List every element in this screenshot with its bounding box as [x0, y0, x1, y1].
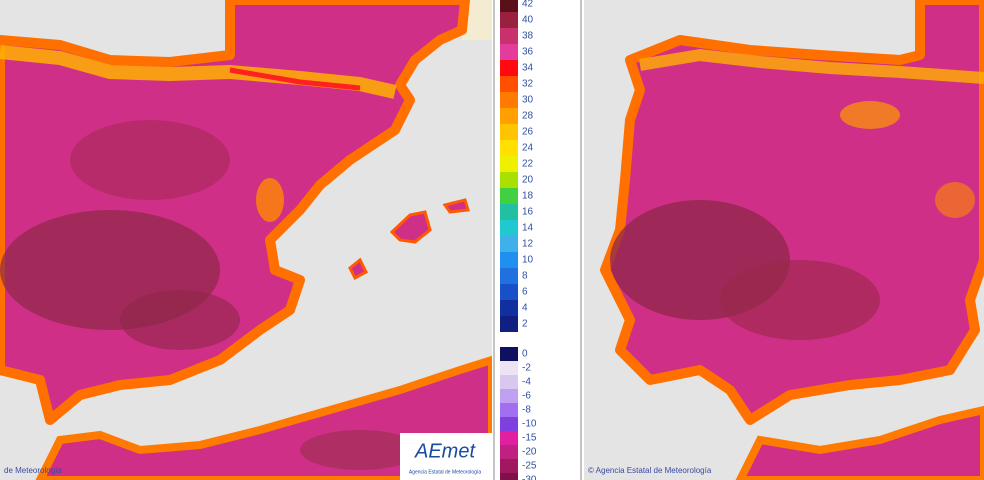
legend-label: -25: [522, 461, 537, 472]
left-map: AEmet Agencia Estatal de Meteorología de…: [0, 0, 492, 480]
legend-swatch: [500, 284, 518, 300]
legend-swatch: [500, 156, 518, 172]
legend-label: 40: [522, 15, 534, 26]
legend-swatch: [500, 361, 518, 375]
legend-swatch: [500, 60, 518, 76]
legend-swatch: [500, 92, 518, 108]
legend-swatch: [500, 12, 518, 28]
legend-swatch: [500, 459, 518, 473]
legend-label: 12: [522, 239, 534, 250]
credit: © Agencia Estatal de Meteorología: [588, 466, 712, 475]
legend-swatch: [500, 108, 518, 124]
legend-label: -15: [522, 433, 537, 444]
legend-label: 34: [522, 63, 534, 74]
legend-label: 4: [522, 303, 528, 314]
legend-swatch: [500, 347, 518, 361]
legend-label: -10: [522, 419, 537, 430]
legend-swatch: [500, 473, 518, 480]
credit: de Meteorología: [4, 466, 62, 475]
legend-label: -2: [522, 363, 531, 374]
legend-label: 32: [522, 79, 534, 90]
legend-label: 28: [522, 111, 534, 122]
right-map: © Agencia Estatal de Meteorología: [584, 0, 984, 480]
legend-label: 36: [522, 47, 534, 58]
legend-swatch: [500, 0, 518, 12]
legend-swatch: [500, 28, 518, 44]
legend-label: 42: [522, 0, 534, 10]
legend-label: 16: [522, 207, 534, 218]
legend-label: 2: [522, 319, 528, 330]
legend-label: 38: [522, 31, 534, 42]
legend-swatch: [500, 220, 518, 236]
legend-swatch: [500, 172, 518, 188]
legend-swatch: [500, 76, 518, 92]
legend-swatch: [500, 188, 518, 204]
legend-label: 22: [522, 159, 534, 170]
legend-label: -6: [522, 391, 531, 402]
legend-swatch: [500, 204, 518, 220]
legend-label: 24: [522, 143, 534, 154]
legend-label: 6: [522, 287, 528, 298]
legend-label: 8: [522, 271, 528, 282]
legend: 424038363432302826242220181614121086420-…: [500, 0, 537, 480]
legend-swatch: [500, 124, 518, 140]
legend-swatch: [500, 268, 518, 284]
legend-swatch: [500, 140, 518, 156]
legend-label: -4: [522, 377, 531, 388]
legend-swatch: [500, 252, 518, 268]
legend-swatch: [500, 417, 518, 431]
legend-label: -8: [522, 405, 531, 416]
legend-label: 18: [522, 191, 534, 202]
legend-label: 30: [522, 95, 534, 106]
legend-label: -30: [522, 475, 537, 480]
legend-label: 20: [522, 175, 534, 186]
legend-label: 14: [522, 223, 534, 234]
legend-swatch: [500, 316, 518, 332]
legend-label: 0: [522, 349, 528, 360]
legend-swatch: [500, 44, 518, 60]
legend-swatch: [500, 431, 518, 445]
logo: AEmet: [414, 440, 476, 462]
legend-swatch: [500, 236, 518, 252]
legend-swatch: [500, 403, 518, 417]
legend-swatch: [500, 445, 518, 459]
legend-swatch: [500, 389, 518, 403]
legend-swatch: [500, 375, 518, 389]
logo-subtitle: Agencia Estatal de Meteorología: [409, 469, 481, 475]
legend-swatch: [500, 300, 518, 316]
legend-label: 26: [522, 127, 534, 138]
legend-label: 10: [522, 255, 534, 266]
legend-label: -20: [522, 447, 537, 458]
